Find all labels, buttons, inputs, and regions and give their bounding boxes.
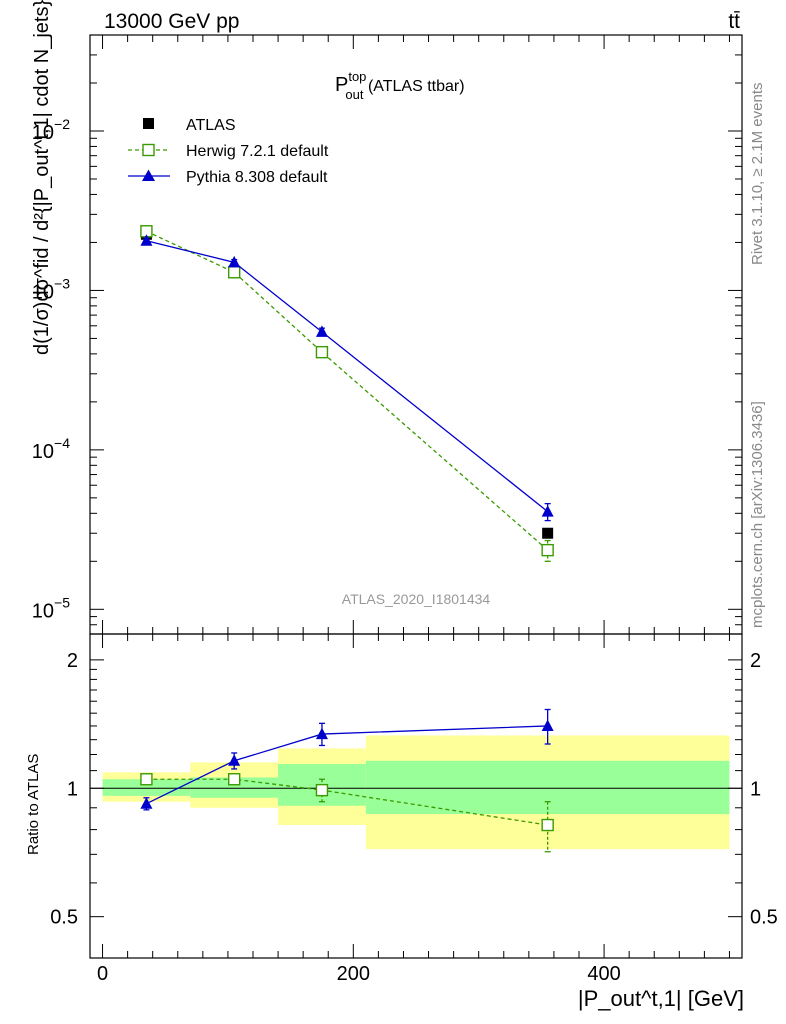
band-inner-0 [102,779,191,796]
plot-title-main: P [335,74,348,96]
ratio-point [228,754,241,766]
process-label: tt̄ [728,10,740,33]
main-point [541,543,554,557]
main-y-tick-label-exp: −4 [54,435,70,451]
band-inner-3 [365,760,730,815]
main-series-pythia [140,234,554,522]
ratio-series-herwig [140,773,554,853]
x-axis-label: |P_out^t,1| [GeV] [578,986,744,1011]
ratio-y-axis-label: Ratio to ATLAS [25,754,42,855]
main-y-tick-label-2: 10−3 [32,275,70,303]
main-y-tick-label-3: 10−2 [32,116,70,144]
main-y-axis-label: d(1/σ)dσ^fid / d²{|P_out^t,1| cdot N_jet… [31,0,53,355]
ratio-point [227,773,241,786]
main-line [146,230,549,551]
axis-ticks: 10−510−410−310−20.5 0.51 12 20 200 400 [32,34,778,985]
plot-frames [89,34,743,959]
plot-title: Ptop out (ATLAS ttbar) [335,69,465,102]
legend-atlas-marker [143,118,154,129]
plot-title-sup: top [348,69,366,84]
legend-pythia-label: Pythia 8.308 default [186,169,328,186]
main-y-tick-label-1: 10−4 [32,435,70,463]
plot-title-sub: out [345,87,363,102]
ratio-y-tick-label-1: 1 [67,778,78,800]
main-series-atlas [140,228,554,539]
analysis-tag: ATLAS_2020_I1801434 [342,591,491,607]
main-y-tick-label-base: 10 [32,122,54,144]
main-y-tick-label-0: 10−5 [32,594,70,622]
x-axis-label-text: |P_out^t,1| [GeV] [578,986,744,1011]
x-tick-label-0: 0 [97,963,108,985]
main-y-tick-label-exp: −2 [54,116,70,132]
main-y-tick-label-base: 10 [32,281,54,303]
data-series [140,225,554,853]
legend-pythia-marker [142,169,155,181]
svg-text:|P_out^t,1| [GeV]: |P_out^t,1| [GeV] [578,986,744,1011]
main-series-herwig [140,225,554,562]
ratio-point [541,719,554,731]
main-point [227,266,241,279]
rivet-label: Rivet 3.1.10, ≥ 2.1M events [749,83,766,266]
main-y-axis-label-text: d(1/σ)dσ^fid / d²{|P_out^t,1| cdot N_jet… [31,0,53,355]
main-point [140,234,153,246]
ratio-line [146,725,548,805]
legend-herwig-marker [142,143,155,157]
ratio-y-tick-label-0: 0.5 [50,907,78,929]
collision-label: 13000 GeV pp [104,10,239,33]
main-y-tick-label-exp: −3 [54,275,70,291]
main-y-tick-label-base: 10 [32,600,54,622]
x-tick-label-1: 200 [337,963,370,985]
main-y-tick-label-base: 10 [32,441,54,463]
ratio-point [541,818,554,832]
x-tick-label-2: 400 [587,963,620,985]
plot-title-suffix: (ATLAS ttbar) [364,78,465,95]
main-point [315,345,329,359]
ratio-frame [89,633,743,959]
ratio-series-pythia [140,708,554,811]
ratio-y-tick-label-2: 2 [67,650,78,672]
band-inner-1 [190,777,279,798]
main-point [315,325,328,337]
ratio-y-tick-label-right-0: 0.5 [750,907,778,929]
ratio-y-tick-label-right-1: 1 [750,778,761,800]
legend-atlas-label: ATLAS [186,117,236,134]
legend: ATLAS Herwig 7.2.1 default Pythia 8.308 … [128,117,329,186]
mcplots-label: mcplots.cern.ch [arXiv:1306.3436] [749,401,766,628]
ratio-point [140,797,153,809]
ratio-point [140,773,153,786]
legend-herwig-label: Herwig 7.2.1 default [186,143,329,160]
main-y-tick-label-exp: −5 [54,594,70,610]
ratio-line [146,778,548,826]
main-point [542,527,554,539]
main-line [146,240,549,513]
ratio-point [315,783,329,797]
ratio-y-tick-label-right-2: 2 [750,650,761,672]
main-point [541,505,554,517]
ratio-uncertainty-bands [90,735,742,850]
ratio-point [315,727,328,740]
svg-text:d(1/σ)dσ^fid / d²{|P_out^t,1|: d(1/σ)dσ^fid / d²{|P_out^t,1| cdot N_jet… [31,0,53,355]
main-point [228,255,241,268]
